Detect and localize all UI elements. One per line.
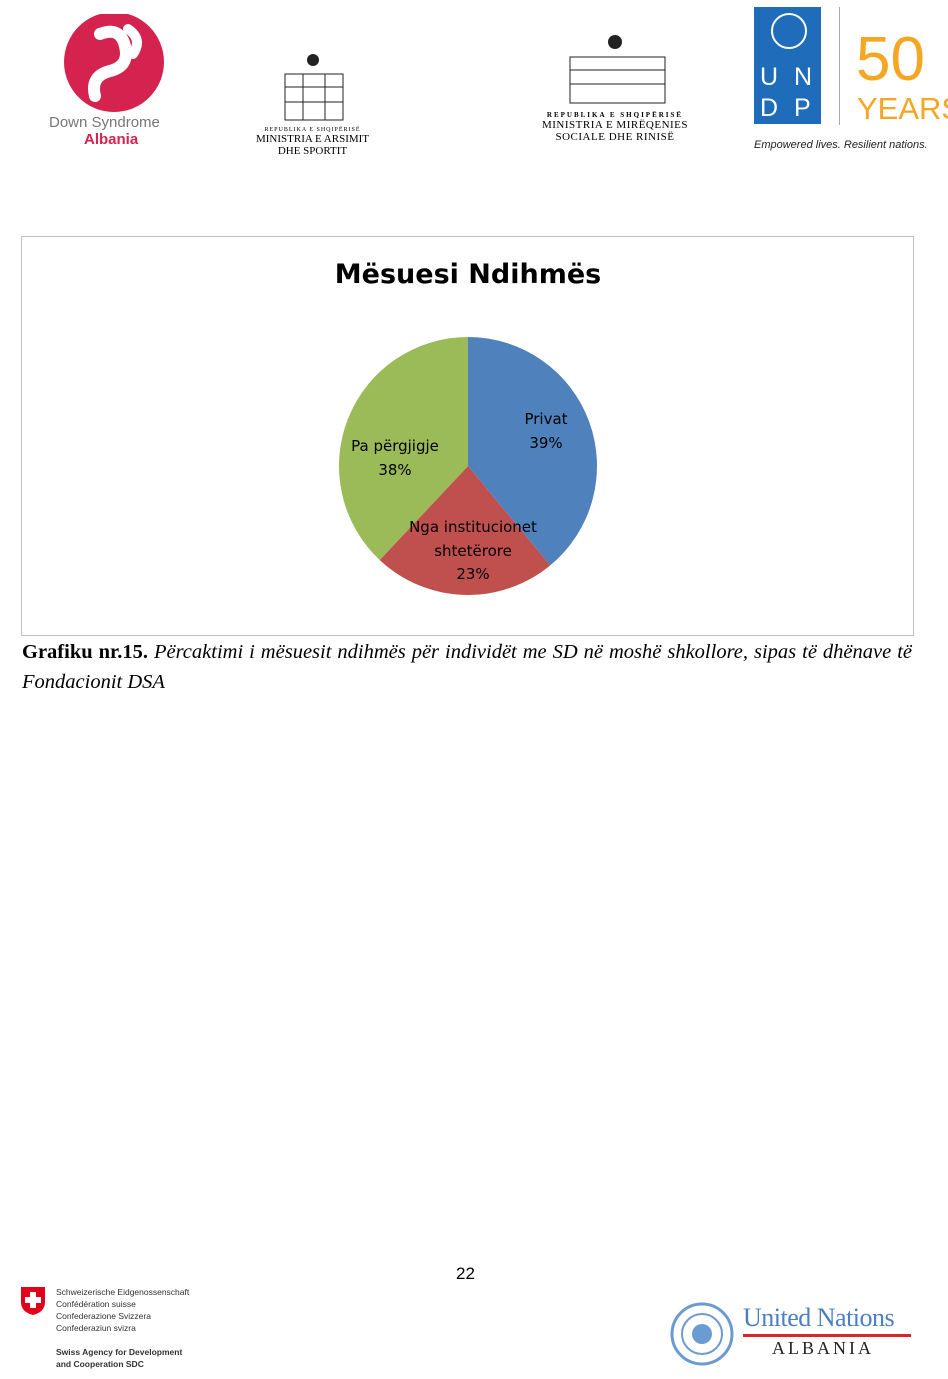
ministry-education-small: REPUBLIKA E SHQIPËRISË — [264, 127, 361, 133]
un-country: ALBANIA — [772, 1338, 874, 1358]
slice-label-no-answer: Pa përgjigje — [351, 437, 439, 455]
slice-label-privat: Privat — [524, 410, 567, 428]
building-emblem — [284, 54, 343, 121]
dsa-logo: Down Syndrome Albania — [40, 12, 190, 154]
caption-text: Përcaktimi i mësuesit ndihmës për indivi… — [22, 641, 912, 693]
slice-label-state-line1: Nga institucionet — [409, 518, 537, 536]
un-emblem-icon — [670, 1302, 734, 1366]
undp-fifty: 50 — [856, 25, 925, 94]
ministry-education-line2: DHE SPORTIT — [277, 145, 348, 157]
page-number: 22 — [456, 1264, 475, 1283]
ministry-social-logo: REPUBLIKA E SHQIPËRISË MINISTRIA E MIRËQ… — [510, 32, 720, 143]
pie-slice-1 — [379, 466, 551, 595]
ministry-social-small: REPUBLIKA E SHQIPËRISË — [546, 111, 684, 119]
undp-letter: P — [794, 94, 811, 122]
dsa-logo-mark — [64, 12, 164, 112]
ministry-education-logo: REPUBLIKA E SHQIPËRISË MINISTRIA E ARSIM… — [240, 52, 385, 157]
ministry-social-line2: SOCIALE DHE RINISË — [555, 131, 675, 143]
chart-frame: Mësuesi Ndihmës Privat 39% Nga instituci… — [21, 236, 914, 636]
un-name: United Nations — [743, 1303, 895, 1332]
undp-letter: N — [794, 63, 813, 91]
pie-slice-0 — [468, 337, 597, 566]
dsa-name: Down Syndrome — [49, 114, 160, 131]
chart-title: Mësuesi Ndihmës — [335, 259, 601, 290]
un-emblem-icon — [771, 13, 807, 49]
swiss-line: Confédération suisse — [56, 1299, 136, 1309]
sdc-line2: and Cooperation SDC — [56, 1359, 144, 1369]
caption-label: Grafiku nr.15. — [22, 641, 148, 663]
undp-blue-block: U N D P — [754, 7, 821, 124]
slice-value-no-answer: 38% — [378, 461, 411, 479]
pie-slice-2 — [338, 337, 468, 561]
dsa-country: Albania — [84, 131, 139, 148]
pie-chart: Mësuesi Ndihmës Privat 39% Nga instituci… — [335, 259, 601, 595]
swiss-flag-icon — [21, 1287, 45, 1315]
ministry-education-line1: MINISTRIA E ARSIMIT — [255, 133, 370, 145]
undp-years: YEARS — [857, 91, 948, 126]
divider — [743, 1334, 911, 1337]
ministry-social-line1: MINISTRIA E MIRËQENIES — [541, 119, 689, 131]
undp-letter: U — [760, 63, 779, 91]
sdc-line1: Swiss Agency for Development — [56, 1347, 183, 1357]
undp-letter: D — [760, 94, 779, 122]
swiss-line: Schweizerische Eidgenossenschaft — [56, 1287, 190, 1297]
divider — [839, 7, 840, 125]
slice-label-state-line2: shtetërore — [434, 542, 512, 560]
building-emblem — [569, 35, 666, 104]
figure-caption: Grafiku nr.15. Përcaktimi i mësuesit ndi… — [22, 637, 912, 697]
swiss-line: Confederazione Svizzera — [56, 1311, 151, 1321]
slice-value-state: 23% — [456, 565, 489, 583]
un-albania-logo: United Nations ALBANIA — [664, 1300, 914, 1370]
undp-logo: U N D P 50 YEARS Empowered lives. Resili… — [754, 7, 948, 157]
swiss-line: Confederaziun svizra — [56, 1323, 136, 1333]
slice-value-privat: 39% — [529, 434, 562, 452]
swiss-sdc-logo: Schweizerische Eidgenossenschaft Confédé… — [20, 1286, 220, 1371]
undp-tagline: Empowered lives. Resilient nations. — [754, 139, 928, 151]
